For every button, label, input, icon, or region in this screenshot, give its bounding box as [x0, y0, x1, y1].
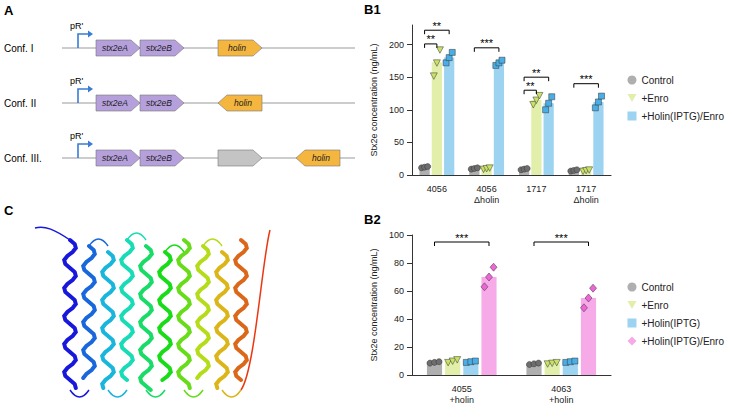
svg-text:stx2eB: stx2eB — [146, 98, 172, 108]
svg-text:+Enro: +Enro — [641, 93, 668, 104]
svg-text:Stx2e concentration (ng/mL): Stx2e concentration (ng/mL) — [369, 248, 379, 361]
svg-text:+Holin(IPTG)/Enro: +Holin(IPTG)/Enro — [641, 111, 724, 122]
svg-text:stx2eA: stx2eA — [102, 43, 128, 53]
svg-text:pR': pR' — [70, 76, 84, 86]
svg-text:**: ** — [532, 67, 541, 79]
svg-text:***: *** — [580, 73, 594, 85]
svg-text:stx2eB: stx2eB — [146, 153, 172, 163]
svg-text:**: ** — [526, 80, 535, 92]
svg-text:4056: 4056 — [427, 184, 447, 194]
svg-text:40: 40 — [394, 314, 404, 324]
svg-text:**: ** — [433, 20, 442, 32]
svg-text:20: 20 — [394, 342, 404, 352]
svg-text:1717: 1717 — [526, 184, 546, 194]
svg-text:+holin: +holin — [450, 395, 474, 405]
svg-text:0: 0 — [399, 370, 404, 380]
svg-text:***: *** — [480, 37, 494, 49]
svg-text:Δholin: Δholin — [474, 195, 499, 205]
svg-text:+Holin(IPTG)/Enro: +Holin(IPTG)/Enro — [641, 336, 724, 347]
svg-text:4055: 4055 — [452, 384, 472, 394]
svg-text:**: ** — [426, 33, 435, 45]
svg-text:B2: B2 — [364, 212, 381, 227]
svg-text:stx2eA: stx2eA — [102, 153, 128, 163]
svg-text:C: C — [4, 203, 14, 218]
svg-text:4063: 4063 — [551, 384, 571, 394]
svg-text:150: 150 — [389, 72, 404, 82]
svg-text:60: 60 — [394, 286, 404, 296]
svg-text:holin: holin — [228, 43, 246, 53]
svg-text:pR': pR' — [70, 21, 84, 31]
svg-text:Conf. I: Conf. I — [4, 43, 33, 54]
svg-text:1717: 1717 — [576, 184, 596, 194]
svg-text:A: A — [4, 3, 14, 18]
svg-text:Stx2e concentration (ng/mL): Stx2e concentration (ng/mL) — [369, 43, 379, 156]
svg-text:0: 0 — [399, 170, 404, 180]
svg-text:pR': pR' — [70, 131, 84, 141]
svg-text:50: 50 — [394, 137, 404, 147]
svg-text:stx2eA: stx2eA — [102, 98, 128, 108]
svg-text:+Enro: +Enro — [641, 300, 668, 311]
svg-text:***: *** — [455, 232, 469, 244]
svg-text:4056: 4056 — [477, 184, 497, 194]
svg-text:80: 80 — [394, 258, 404, 268]
svg-text:200: 200 — [389, 40, 404, 50]
svg-text:100: 100 — [389, 105, 404, 115]
svg-text:+Holin(IPTG): +Holin(IPTG) — [641, 318, 700, 329]
svg-text:Conf. III.: Conf. III. — [4, 153, 42, 164]
svg-text:Conf. II: Conf. II — [4, 98, 36, 109]
svg-text:Δholin: Δholin — [574, 195, 599, 205]
svg-text:***: *** — [555, 232, 569, 244]
svg-text:holin: holin — [234, 98, 252, 108]
svg-text:holin: holin — [312, 153, 330, 163]
svg-text:Control: Control — [641, 282, 673, 293]
svg-text:B1: B1 — [364, 2, 381, 17]
svg-text:Control: Control — [641, 75, 673, 86]
svg-text:stx2eB: stx2eB — [146, 43, 172, 53]
svg-text:+holin: +holin — [549, 395, 573, 405]
svg-text:100: 100 — [389, 230, 404, 240]
